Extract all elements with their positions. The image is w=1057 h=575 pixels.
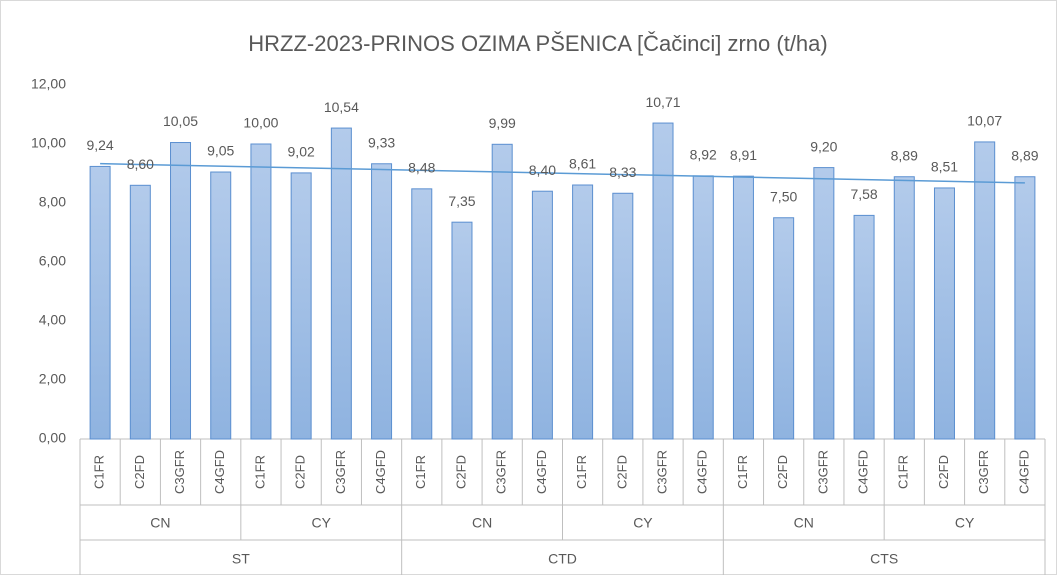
bar bbox=[129, 184, 151, 440]
trendline bbox=[100, 162, 1025, 184]
x-tick-label: C4GFD bbox=[534, 450, 549, 494]
bar bbox=[652, 122, 674, 440]
x-tick-label: C2FD bbox=[936, 455, 951, 489]
value-label: 7,50 bbox=[770, 188, 797, 204]
x-tick-label: C2FD bbox=[775, 455, 790, 489]
y-tick-label: 12,00 bbox=[31, 76, 66, 92]
x-tick-label: C4GFD bbox=[373, 450, 388, 494]
group-label: CY bbox=[633, 515, 653, 531]
x-tick-label: C4GFD bbox=[212, 450, 227, 494]
bar bbox=[933, 187, 955, 440]
group-label: CY bbox=[312, 515, 332, 531]
value-label: 7,58 bbox=[850, 186, 877, 202]
x-tick-label: C4GFD bbox=[856, 450, 871, 494]
supergroup-label: CTS bbox=[870, 551, 898, 567]
x-tick-label: C4GFD bbox=[695, 450, 710, 494]
value-label: 8,48 bbox=[408, 160, 435, 176]
x-tick-label: C4GFD bbox=[1016, 450, 1031, 494]
bar bbox=[893, 176, 915, 440]
bar bbox=[250, 143, 272, 440]
value-label: 8,92 bbox=[690, 147, 717, 163]
x-tick-label: C2FD bbox=[453, 455, 468, 489]
chart-title: HRZZ-2023-PRINOS OZIMA PŠENICA [Čačinci]… bbox=[248, 31, 827, 56]
x-tick-label: C1FR bbox=[735, 455, 750, 489]
x-tick-label: C1FR bbox=[252, 455, 267, 489]
value-label: 9,05 bbox=[207, 143, 234, 159]
value-label: 9,99 bbox=[489, 115, 516, 131]
bar bbox=[612, 192, 634, 440]
bar bbox=[732, 175, 754, 440]
value-label: 8,89 bbox=[891, 147, 918, 163]
value-label: 8,33 bbox=[609, 164, 636, 180]
value-label: 10,05 bbox=[163, 113, 198, 129]
x-tick-label: C3GFR bbox=[654, 450, 669, 494]
bar bbox=[572, 184, 594, 440]
y-tick-label: 6,00 bbox=[39, 253, 66, 269]
bar bbox=[531, 190, 553, 440]
x-tick-label: C1FR bbox=[574, 455, 589, 489]
value-label: 9,33 bbox=[368, 134, 395, 150]
x-tick-label: C1FR bbox=[413, 455, 428, 489]
group-label: CN bbox=[150, 515, 170, 531]
x-tick-label: C2FD bbox=[614, 455, 629, 489]
bar bbox=[491, 143, 513, 440]
bar bbox=[451, 221, 473, 440]
value-label: 10,00 bbox=[243, 115, 278, 131]
x-tick-label: C3GFR bbox=[815, 450, 830, 494]
value-label: 9,24 bbox=[86, 137, 113, 153]
supergroup-label: CTD bbox=[548, 551, 577, 567]
group-label: CN bbox=[794, 515, 814, 531]
y-tick-label: 0,00 bbox=[39, 430, 66, 446]
bar bbox=[813, 167, 835, 440]
value-label: 8,40 bbox=[529, 162, 556, 178]
value-label: 8,60 bbox=[127, 156, 154, 172]
value-label: 10,54 bbox=[324, 99, 359, 115]
y-tick-label: 2,00 bbox=[39, 371, 66, 387]
value-label: 10,07 bbox=[967, 113, 1002, 129]
group-label: CN bbox=[472, 515, 492, 531]
value-label: 8,61 bbox=[569, 156, 596, 172]
bar bbox=[411, 188, 433, 440]
x-tick-label: C3GFR bbox=[976, 450, 991, 494]
value-label: 7,35 bbox=[448, 193, 475, 209]
bar bbox=[853, 214, 875, 440]
value-label: 10,71 bbox=[645, 94, 680, 110]
value-label: 8,51 bbox=[931, 159, 958, 175]
bar bbox=[974, 141, 996, 440]
value-label: 9,20 bbox=[810, 138, 837, 154]
bar bbox=[290, 172, 312, 440]
x-tick-label: C3GFR bbox=[333, 450, 348, 494]
y-tick-label: 8,00 bbox=[39, 194, 66, 210]
group-label: CY bbox=[955, 515, 975, 531]
bar bbox=[210, 171, 232, 440]
y-tick-label: 10,00 bbox=[31, 135, 66, 151]
value-label: 9,02 bbox=[288, 144, 315, 160]
bar bbox=[89, 165, 111, 440]
x-tick-label: C1FR bbox=[896, 455, 911, 489]
supergroup-label: ST bbox=[232, 551, 250, 567]
bar bbox=[170, 142, 192, 440]
x-tick-label: C1FR bbox=[92, 455, 107, 489]
bar bbox=[773, 217, 795, 440]
x-tick-label: C2FD bbox=[132, 455, 147, 489]
bar bbox=[1014, 176, 1036, 440]
value-label: 8,89 bbox=[1011, 147, 1038, 163]
value-label: 8,91 bbox=[730, 147, 757, 163]
x-tick-label: C2FD bbox=[293, 455, 308, 489]
y-tick-label: 4,00 bbox=[39, 312, 66, 328]
x-tick-label: C3GFR bbox=[172, 450, 187, 494]
bar bbox=[330, 127, 352, 440]
x-tick-label: C3GFR bbox=[494, 450, 509, 494]
bar bbox=[371, 163, 393, 440]
bar bbox=[692, 175, 714, 440]
